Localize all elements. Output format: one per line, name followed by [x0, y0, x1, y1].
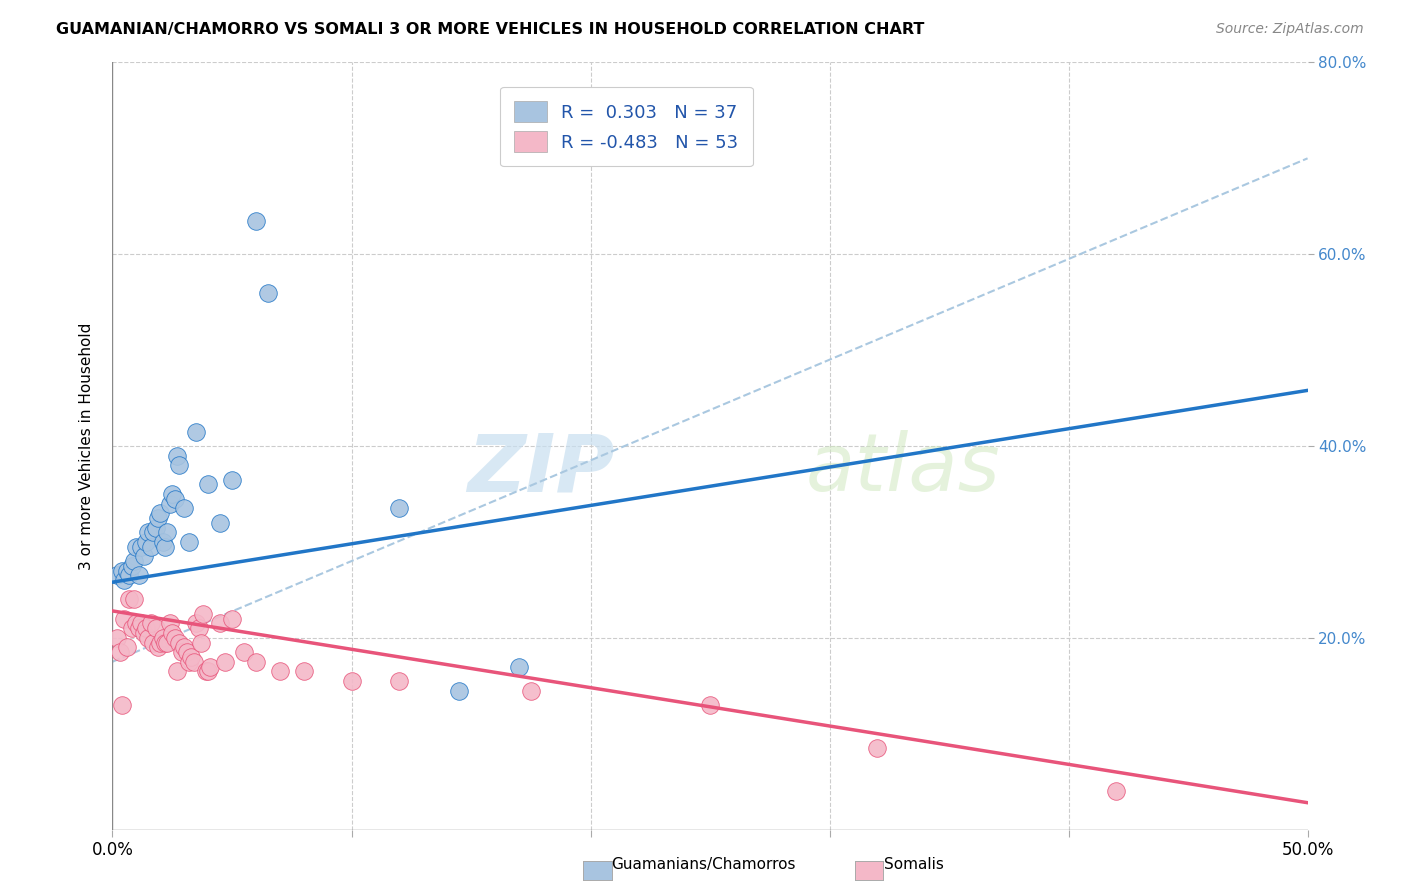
Point	[245, 213, 267, 227]
Point	[135, 621, 157, 635]
Point	[114, 574, 135, 588]
Point	[177, 655, 200, 669]
Point	[132, 626, 155, 640]
Point	[169, 458, 191, 473]
Point	[139, 540, 162, 554]
Point	[145, 520, 167, 534]
Point	[115, 640, 138, 655]
Point	[163, 491, 186, 506]
Point	[153, 540, 176, 554]
Point	[388, 501, 411, 516]
Point	[1105, 784, 1128, 798]
Point	[146, 640, 169, 655]
Point	[292, 665, 315, 679]
Point	[105, 631, 128, 645]
Point	[149, 506, 172, 520]
Point	[166, 449, 188, 463]
Point	[209, 616, 232, 631]
Point	[170, 645, 193, 659]
Point	[122, 592, 145, 607]
Point	[129, 616, 152, 631]
Point	[183, 655, 205, 669]
Point	[111, 564, 134, 578]
Point	[122, 554, 145, 568]
Point	[209, 516, 232, 530]
Y-axis label: 3 or more Vehicles in Household: 3 or more Vehicles in Household	[79, 322, 94, 570]
Text: GUAMANIAN/CHAMORRO VS SOMALI 3 OR MORE VEHICLES IN HOUSEHOLD CORRELATION CHART: GUAMANIAN/CHAMORRO VS SOMALI 3 OR MORE V…	[56, 22, 925, 37]
Point	[132, 549, 155, 564]
Point	[159, 496, 181, 510]
Text: Guamanians/Chamorros: Guamanians/Chamorros	[610, 857, 796, 872]
Text: atlas: atlas	[806, 430, 1001, 508]
Point	[114, 612, 135, 626]
Point	[177, 535, 200, 549]
Point	[388, 673, 411, 688]
Point	[173, 640, 195, 655]
Point	[186, 616, 208, 631]
Point	[115, 564, 138, 578]
Point	[138, 631, 160, 645]
Point	[118, 568, 141, 582]
Point	[111, 698, 134, 712]
Point	[149, 635, 172, 649]
Point	[194, 665, 217, 679]
Point	[159, 616, 181, 631]
Point	[146, 511, 169, 525]
Point	[340, 673, 363, 688]
Point	[169, 635, 191, 649]
Point	[142, 635, 165, 649]
Point	[187, 621, 209, 635]
Point	[180, 649, 202, 664]
Point	[128, 621, 150, 635]
Point	[138, 525, 160, 540]
Point	[214, 655, 236, 669]
Point	[125, 616, 148, 631]
Point	[200, 659, 222, 673]
Point	[190, 635, 212, 649]
Point	[135, 535, 157, 549]
Point	[139, 616, 162, 631]
Point	[152, 535, 174, 549]
Point	[162, 487, 183, 501]
Point	[145, 621, 167, 635]
Text: Source: ZipAtlas.com: Source: ZipAtlas.com	[1216, 22, 1364, 37]
Point	[221, 612, 243, 626]
Point	[245, 655, 267, 669]
Point	[156, 635, 179, 649]
Point	[866, 741, 889, 756]
Point	[121, 621, 143, 635]
Point	[153, 635, 176, 649]
Point	[193, 607, 215, 621]
Point	[186, 425, 208, 439]
Point	[176, 645, 198, 659]
Point	[128, 568, 150, 582]
Legend: R =  0.303   N = 37, R = -0.483   N = 53: R = 0.303 N = 37, R = -0.483 N = 53	[501, 87, 752, 167]
Point	[162, 626, 183, 640]
Point	[269, 665, 291, 679]
Point	[508, 659, 530, 673]
Point	[197, 665, 219, 679]
Point	[447, 683, 470, 698]
Point	[156, 525, 179, 540]
Point	[125, 540, 148, 554]
Point	[163, 631, 186, 645]
Point	[520, 683, 543, 698]
Point	[197, 477, 219, 491]
Point	[173, 501, 195, 516]
Point	[121, 558, 143, 573]
Point	[257, 285, 280, 300]
Point	[142, 525, 165, 540]
Text: Somalis: Somalis	[884, 857, 943, 872]
Point	[105, 568, 128, 582]
Point	[233, 645, 256, 659]
Point	[152, 631, 174, 645]
Text: ZIP: ZIP	[467, 430, 614, 508]
Point	[221, 473, 243, 487]
Point	[699, 698, 721, 712]
Point	[129, 540, 152, 554]
Point	[166, 665, 188, 679]
Point	[118, 592, 141, 607]
Point	[108, 645, 131, 659]
